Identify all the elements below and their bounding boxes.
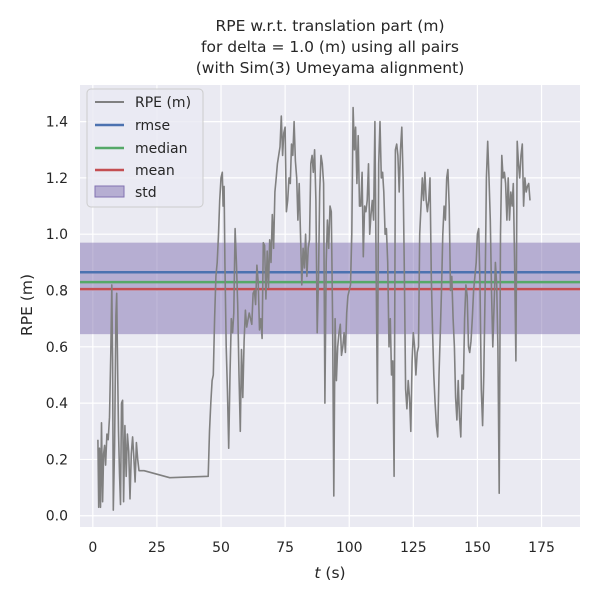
rpe-series-line [97,106,531,511]
y-tick-labels: 0.0 0.2 0.4 0.6 0.8 1.0 1.2 1.4 [46,115,68,525]
y-tick-label: 1.2 [46,171,68,187]
x-tick-label: 50 [212,540,230,556]
y-axis-label: RPE (m) [18,274,36,336]
x-tick-label: 75 [276,540,294,556]
legend-label-rmse: rmse [135,118,170,134]
legend-label-median: median [135,141,187,157]
x-tick-label: 125 [400,540,427,556]
x-tick-label: 100 [336,540,363,556]
legend-label-rpe: RPE (m) [135,95,191,111]
legend: RPE (m) rmse median mean std [86,88,204,208]
x-axis-label-unit: (s) [320,564,345,582]
legend-box [86,88,204,208]
x-tick-label: 175 [528,540,555,556]
y-tick-label: 1.0 [46,227,68,243]
y-tick-label: 0.4 [46,396,68,412]
x-tick-label: 0 [88,540,97,556]
y-tick-label: 1.4 [46,115,68,131]
y-tick-label: 0.2 [46,452,68,468]
legend-label-std: std [135,185,157,201]
y-tick-label: 0.8 [46,284,68,300]
grid-lines [80,85,580,527]
x-axis-label: t (s) [314,564,345,582]
x-tick-label: 25 [148,540,166,556]
chart-title: RPE w.r.t. translation part (m) for delt… [196,17,465,77]
title-line-1: RPE w.r.t. translation part (m) [215,17,444,35]
x-axis-label-var: t [314,564,321,582]
x-tick-labels: 0 25 50 75 100 125 150 175 [88,540,555,556]
x-tick-label: 150 [464,540,491,556]
title-line-3: (with Sim(3) Umeyama alignment) [196,59,465,77]
title-line-2: for delta = 1.0 (m) using all pairs [201,38,459,56]
y-tick-label: 0.0 [46,509,68,525]
legend-label-mean: mean [135,163,175,179]
legend-swatch-std [94,185,125,198]
y-tick-label: 0.6 [46,340,68,356]
series-layer [97,106,531,511]
